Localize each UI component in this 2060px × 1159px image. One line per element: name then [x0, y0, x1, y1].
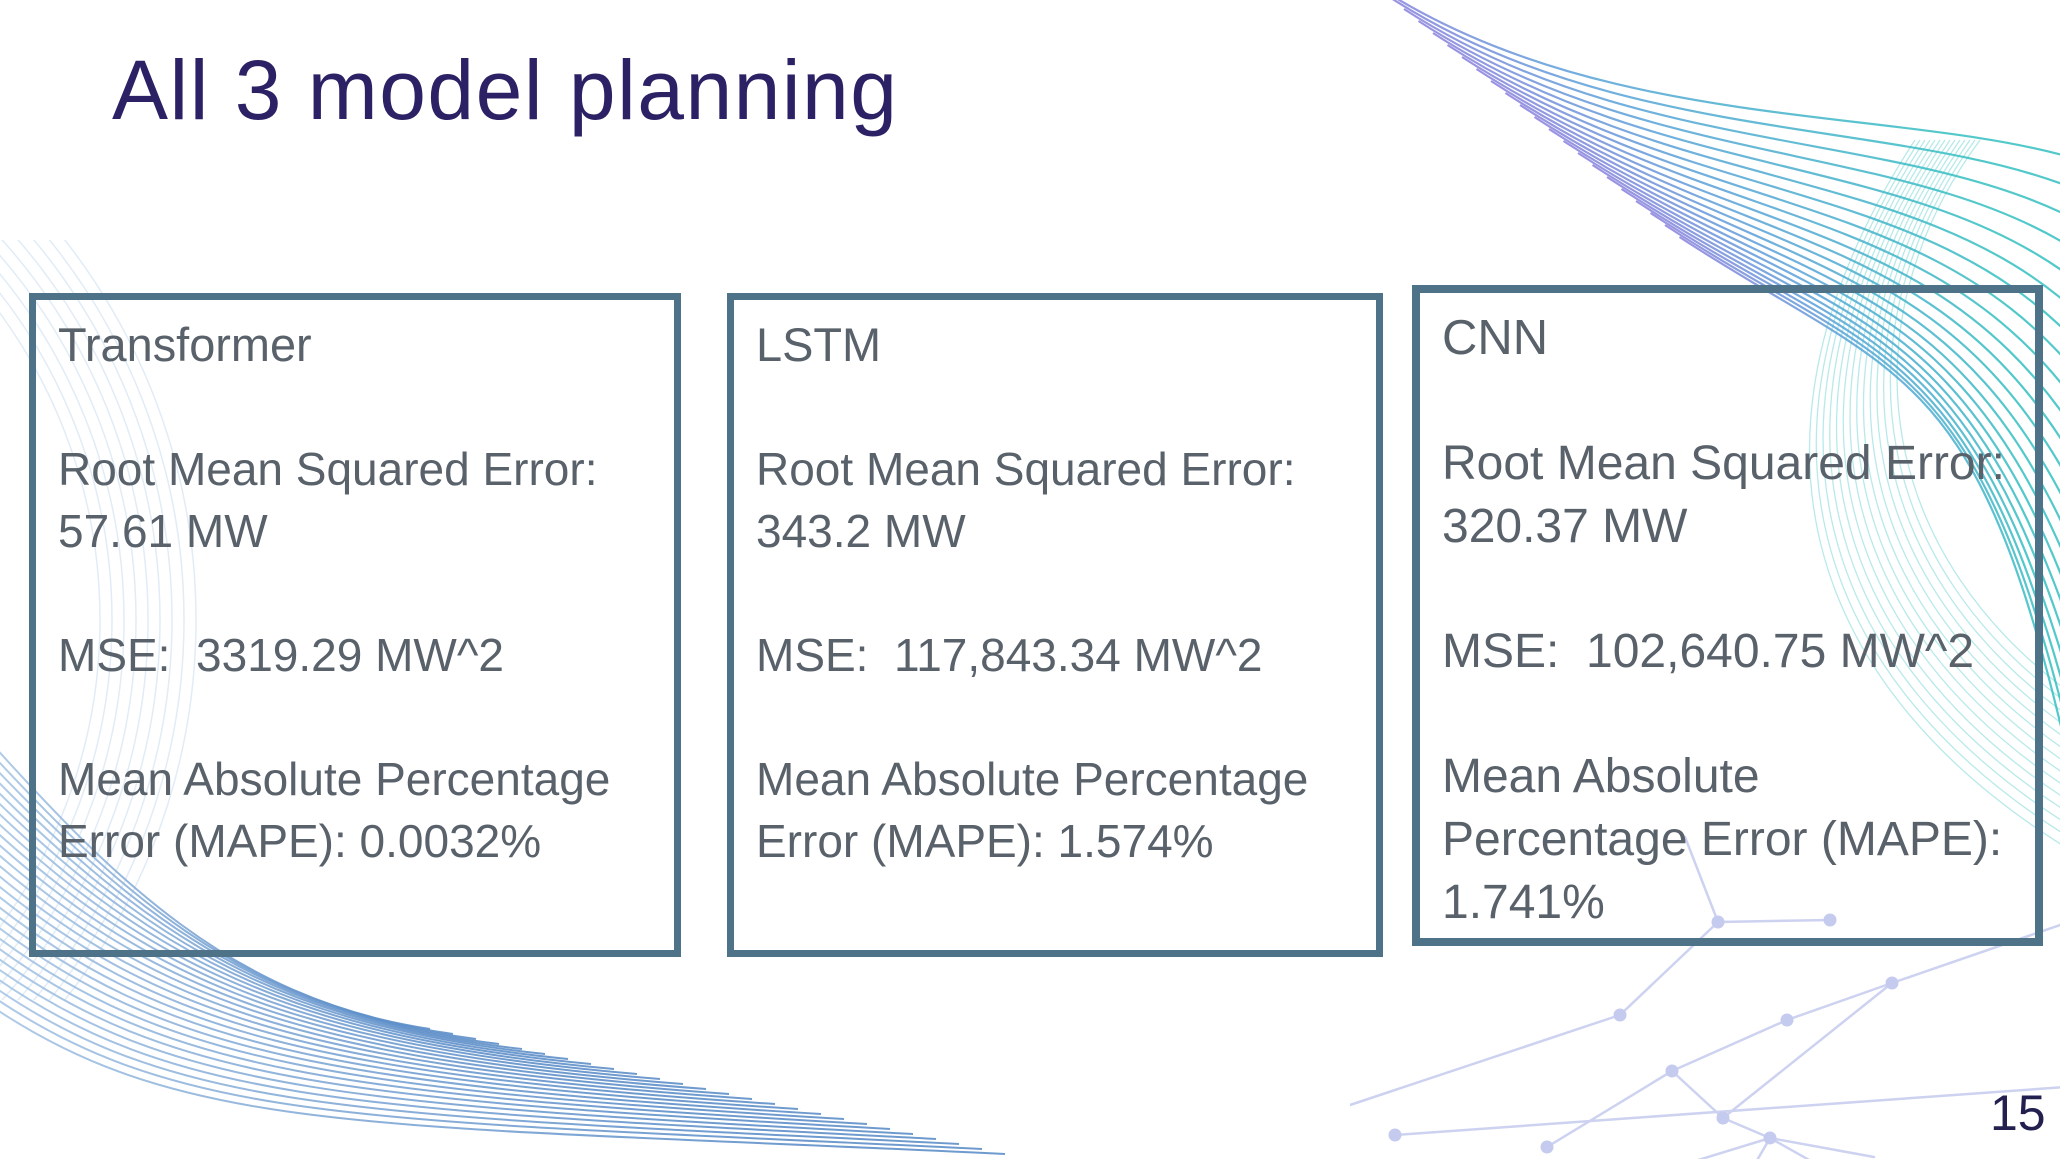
card-title-cnn: CNN — [1442, 311, 1549, 365]
rmse-value: Root Mean Squared Error: 320.37 MW — [1442, 437, 2005, 553]
mse-value: MSE: 102,640.75 MW^2 — [1442, 625, 1975, 678]
card-title-lstm: LSTM — [756, 319, 882, 371]
metric-card-lstm: LSTM Root Mean Squared Error: 343.2 MW M… — [727, 293, 1383, 957]
mape-value: Mean Absolute Percentage Error (MAPE): 1… — [756, 753, 1309, 867]
rmse-value: Root Mean Squared Error: 57.61 MW — [58, 443, 598, 557]
mse-value: MSE: 3319.29 MW^2 — [58, 629, 504, 681]
mse-value: MSE: 117,843.34 MW^2 — [756, 629, 1263, 681]
metric-card-cnn: CNN Root Mean Squared Error: 320.37 MW M… — [1412, 285, 2043, 946]
mape-value: Mean Absolute Percentage Error (MAPE): 1… — [1442, 750, 2003, 929]
metric-card-transformer: Transformer Root Mean Squared Error: 57.… — [29, 293, 681, 957]
rmse-value: Root Mean Squared Error: 343.2 MW — [756, 443, 1296, 557]
mape-value: Mean Absolute Percentage Error (MAPE): 0… — [58, 753, 611, 867]
slide-title: All 3 model planning — [112, 43, 899, 137]
card-title-transformer: Transformer — [58, 319, 312, 371]
page-number: 15 — [1990, 1085, 2046, 1141]
